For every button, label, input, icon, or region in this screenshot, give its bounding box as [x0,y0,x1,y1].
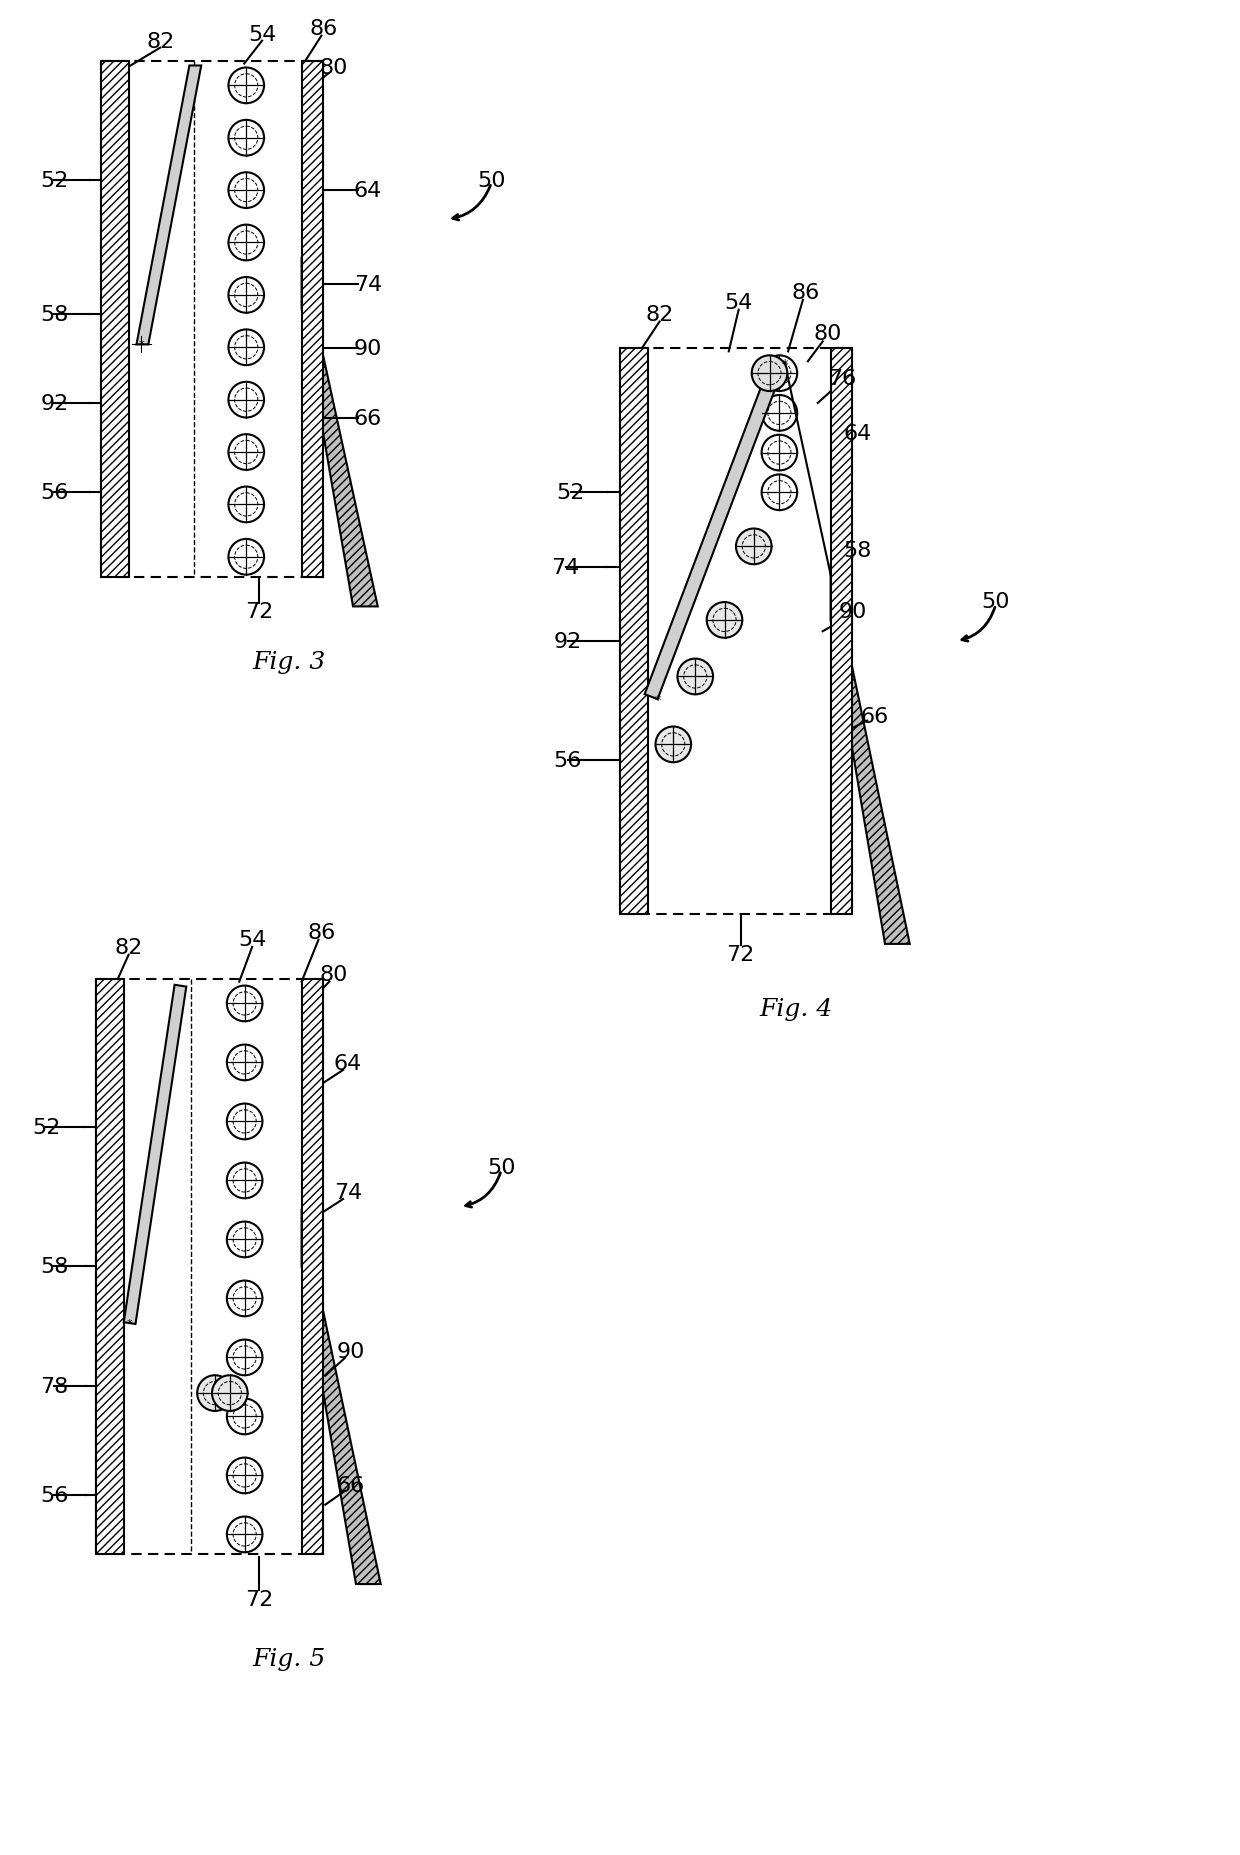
Text: 66: 66 [861,707,889,725]
Text: 64: 64 [353,180,382,200]
Bar [620,349,647,915]
Circle shape [707,603,743,638]
Circle shape [212,1375,248,1412]
Circle shape [228,434,264,471]
Circle shape [227,1280,263,1317]
Circle shape [228,488,264,523]
Circle shape [761,395,797,432]
Bar [95,979,324,1554]
Text: 86: 86 [792,282,820,302]
Bar [100,61,324,577]
Circle shape [227,1222,263,1258]
Text: 54: 54 [248,24,277,45]
Text: 56: 56 [40,482,68,503]
Circle shape [677,659,713,696]
Text: 50: 50 [477,171,506,191]
Text: 56: 56 [40,1484,68,1504]
Text: 56: 56 [553,751,582,772]
Circle shape [228,226,264,262]
Text: *: * [126,1319,133,1328]
Text: 74: 74 [353,275,382,295]
Text: 50: 50 [982,592,1011,612]
Bar [301,979,324,1554]
Text: 72: 72 [727,944,755,965]
Polygon shape [124,985,186,1324]
Circle shape [737,529,771,566]
Text: 54: 54 [724,293,753,312]
Bar [95,979,124,1554]
Text: 74: 74 [334,1182,362,1202]
Circle shape [228,330,264,365]
Circle shape [227,1163,263,1198]
Text: 82: 82 [146,32,175,52]
Text: 50: 50 [487,1158,516,1178]
Text: 58: 58 [843,540,872,560]
Circle shape [197,1375,233,1412]
Bar [100,61,129,577]
Text: *: * [139,339,144,351]
Text: *: * [781,358,787,371]
Text: 82: 82 [114,937,143,957]
Text: 52: 52 [557,482,585,503]
Circle shape [227,1104,263,1139]
Text: 74: 74 [552,556,580,577]
Text: 90: 90 [337,1341,366,1362]
Text: 54: 54 [238,929,267,950]
Circle shape [761,356,797,391]
Circle shape [228,540,264,575]
Circle shape [227,1044,263,1081]
Circle shape [228,121,264,156]
Circle shape [227,1458,263,1493]
Circle shape [228,173,264,210]
Text: Fig. 4: Fig. 4 [759,998,832,1020]
Text: 86: 86 [308,922,336,942]
Circle shape [227,1517,263,1553]
Text: 58: 58 [40,304,68,325]
Circle shape [751,356,787,391]
Text: 52: 52 [40,171,68,191]
Text: 76: 76 [828,369,857,390]
Text: 82: 82 [646,304,673,325]
Circle shape [227,1399,263,1434]
Circle shape [228,69,264,104]
Polygon shape [136,67,201,345]
Text: 72: 72 [246,603,273,621]
Bar [301,61,324,577]
Text: Fig. 3: Fig. 3 [252,649,325,673]
Circle shape [228,382,264,417]
Bar [620,349,852,915]
Circle shape [761,475,797,510]
Text: 92: 92 [40,393,68,414]
Text: 80: 80 [319,59,347,78]
Polygon shape [645,360,785,699]
Text: 58: 58 [40,1258,68,1276]
Text: 52: 52 [32,1119,61,1137]
Text: *: * [655,694,661,707]
Text: 78: 78 [40,1376,68,1395]
Text: Fig. 5: Fig. 5 [252,1647,325,1670]
Circle shape [227,987,263,1022]
Polygon shape [301,1209,381,1584]
Text: 86: 86 [309,19,337,39]
Text: 90: 90 [838,603,867,621]
Circle shape [761,436,797,471]
Text: 72: 72 [246,1590,273,1608]
Polygon shape [831,564,910,944]
Polygon shape [301,258,378,607]
Text: 66: 66 [337,1475,365,1495]
Text: 80: 80 [319,965,347,985]
Text: 66: 66 [353,408,382,429]
Circle shape [656,727,691,762]
Text: 90: 90 [353,339,382,360]
Circle shape [228,278,264,313]
Text: 64: 64 [843,423,872,443]
Circle shape [227,1339,263,1376]
Text: 80: 80 [813,325,842,345]
Bar [831,349,852,915]
Text: 92: 92 [553,633,582,651]
Text: 64: 64 [334,1054,362,1074]
